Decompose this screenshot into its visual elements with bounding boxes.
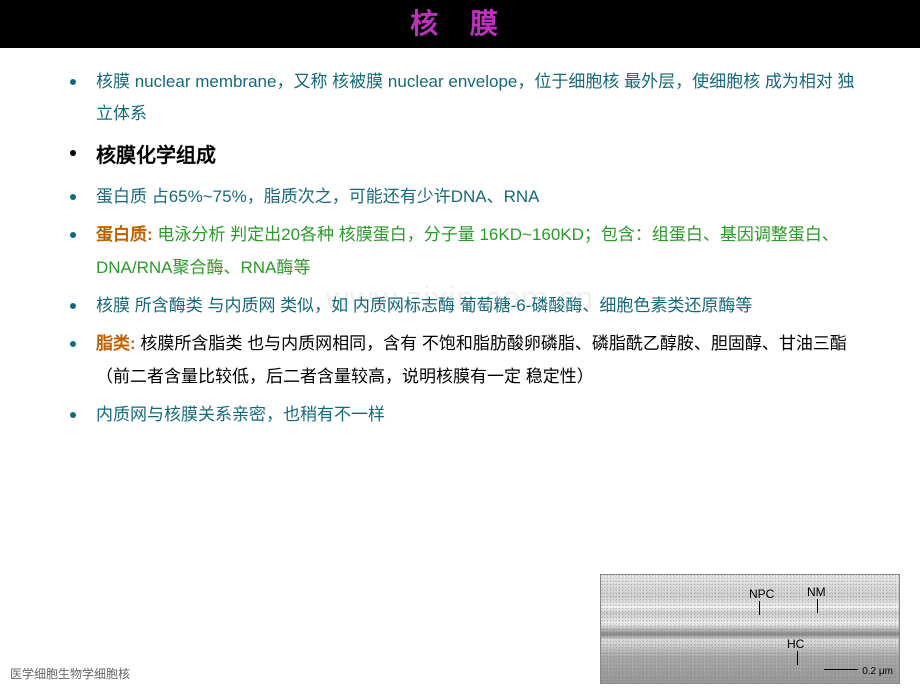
text-segment: 蛋白质: <box>96 225 157 244</box>
em-pointer-line <box>759 601 760 615</box>
em-pointer-line <box>817 599 818 613</box>
bullet-dot-icon <box>70 232 76 238</box>
text-segment: 电泳分析 判定出20各种 核膜蛋白，分子量 16KD~160KD；包含：组蛋白、… <box>96 225 839 276</box>
em-pointer-line <box>797 651 798 665</box>
bullet-dot-icon <box>70 194 76 200</box>
em-label: NM <box>807 585 826 599</box>
bullet-item: 核膜 nuclear membrane，又称 核被膜 nuclear envel… <box>70 66 860 131</box>
bullet-item: 脂类: 核膜所含脂类 也与内质网相同，含有 不饱和脂肪酸卵磷脂、磷脂酰乙醇胺、胆… <box>70 328 860 393</box>
bullet-item: 核膜 所含酶类 与内质网 类似，如 内质网标志酶 葡萄糖-6-磷酸酶、细胞色素类… <box>70 290 860 322</box>
bullet-item: 核膜化学组成 <box>70 137 860 175</box>
em-label: NPC <box>749 587 774 601</box>
text-segment: 核膜所含脂类 也与内质网相同，含有 不饱和脂肪酸卵磷脂、磷脂酰乙醇胺、胆固醇、甘… <box>96 334 847 385</box>
title-bar: 核 膜 <box>0 0 920 48</box>
electron-micrograph-image: NPC NM HC 0.2 μm <box>600 574 900 684</box>
bullet-item: 蛋白质: 电泳分析 判定出20各种 核膜蛋白，分子量 16KD~160KD；包含… <box>70 219 860 284</box>
bullet-dot-icon <box>70 303 76 309</box>
bullet-dot-icon <box>70 412 76 418</box>
slide-title: 核 膜 <box>410 8 510 39</box>
bullet-text: 内质网与核膜关系亲密，也稍有不一样 <box>96 399 860 431</box>
bullet-text: 蛋白质: 电泳分析 判定出20各种 核膜蛋白，分子量 16KD~160KD；包含… <box>96 219 860 284</box>
bullet-dot-icon <box>70 150 76 156</box>
bullet-text: 蛋白质 占65%~75%，脂质次之，可能还有少许DNA、RNA <box>96 181 860 213</box>
text-segment: 内质网与核膜关系亲密，也稍有不一样 <box>96 405 385 424</box>
footer-left: 医学细胞生物学细胞核 <box>10 665 130 682</box>
bullet-item: 内质网与核膜关系亲密，也稍有不一样 <box>70 399 860 431</box>
bullet-dot-icon <box>70 341 76 347</box>
em-label: HC <box>787 637 804 651</box>
scale-text: 0.2 μm <box>862 666 893 677</box>
bullet-text: 核膜 所含酶类 与内质网 类似，如 内质网标志酶 葡萄糖-6-磷酸酶、细胞色素类… <box>96 290 860 322</box>
bullet-item: 蛋白质 占65%~75%，脂质次之，可能还有少许DNA、RNA <box>70 181 860 213</box>
bullet-text: 脂类: 核膜所含脂类 也与内质网相同，含有 不饱和脂肪酸卵磷脂、磷脂酰乙醇胺、胆… <box>96 328 860 393</box>
bullet-text: 核膜 nuclear membrane，又称 核被膜 nuclear envel… <box>96 66 860 131</box>
text-segment: 核膜化学组成 <box>96 145 216 167</box>
text-segment: 核膜 所含酶类 与内质网 类似，如 内质网标志酶 葡萄糖-6-磷酸酶、细胞色素类… <box>96 296 752 315</box>
scale-bar: 0.2 μm <box>824 661 893 679</box>
bullet-text: 核膜化学组成 <box>96 137 860 175</box>
text-segment: 蛋白质 占65%~75%，脂质次之，可能还有少许DNA、RNA <box>96 187 540 206</box>
slide-content: 核膜 nuclear membrane，又称 核被膜 nuclear envel… <box>0 48 920 432</box>
text-segment: 脂类: <box>96 334 140 353</box>
bullet-dot-icon <box>70 79 76 85</box>
text-segment: 核膜 nuclear membrane，又称 核被膜 nuclear envel… <box>96 72 855 123</box>
